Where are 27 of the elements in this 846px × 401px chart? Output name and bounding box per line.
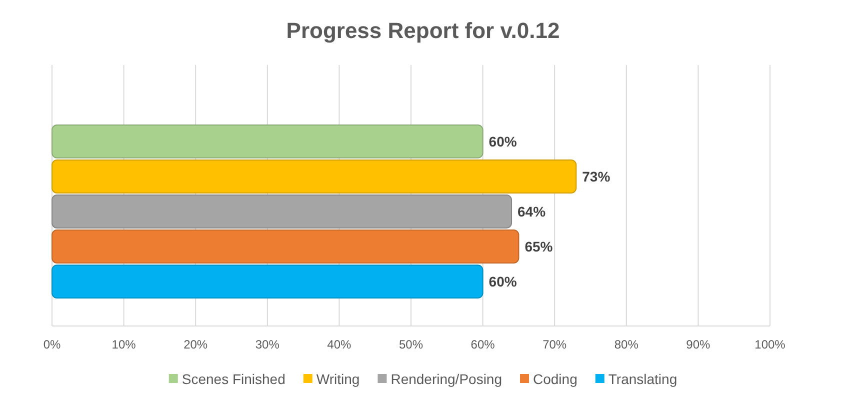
data-label: 64% (518, 203, 546, 220)
x-tick-label: 90% (686, 338, 711, 352)
data-label: 73% (582, 168, 611, 184)
data-label: 60% (488, 273, 518, 290)
data-label: 65% (524, 238, 554, 254)
bar (52, 160, 577, 194)
chart-title: Progress Report for v.0.12 (286, 18, 560, 43)
x-tick-label: 0% (43, 338, 61, 352)
data-label: 60% (488, 133, 518, 150)
bar (52, 264, 484, 298)
legend-label: Writing (316, 370, 360, 387)
x-tick-label: 40% (327, 338, 352, 352)
x-tick-label: 100% (754, 338, 786, 352)
x-tick-label: 70% (542, 338, 567, 352)
x-tick-label: 30% (255, 338, 280, 352)
x-tick-label: 80% (614, 338, 639, 352)
bar (52, 230, 520, 264)
x-tick-label: 50% (398, 338, 424, 352)
legend-label: Coding (533, 370, 578, 387)
legend-label: Rendering/Posing (390, 370, 502, 387)
x-tick-label: 10% (112, 338, 136, 352)
x-tick-label: 60% (470, 338, 496, 352)
x-tick-label: 20% (184, 338, 208, 352)
bar (52, 194, 512, 228)
legend-label: Translating (608, 370, 678, 387)
legend-label: Scenes Finished (182, 370, 286, 387)
bar (52, 124, 484, 158)
